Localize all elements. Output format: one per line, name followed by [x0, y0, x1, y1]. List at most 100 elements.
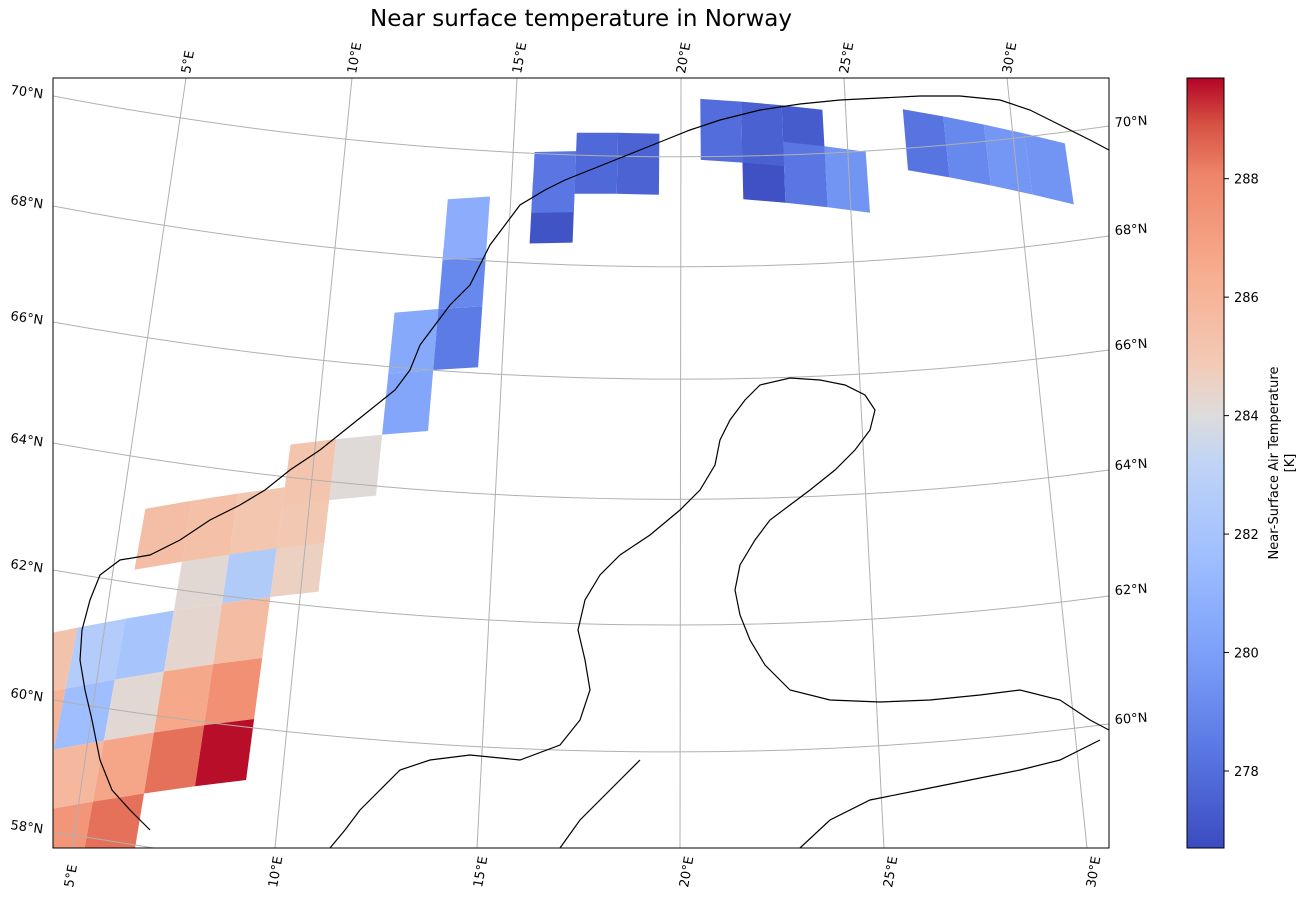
grid-cell: [1024, 133, 1074, 205]
grid-cell: [783, 141, 828, 208]
grid-cell: [114, 610, 174, 680]
lon-tick-label-top: 30°E: [1000, 41, 1020, 74]
colorbar-tick-label: 282: [1234, 528, 1259, 543]
lon-ticks-top: 5°E 10°E 15°E 20°E 25°E 30°E: [179, 41, 1020, 74]
lon-ticks-bottom: 5°E 10°E 15°E 20°E 25°E 30°E: [62, 855, 1104, 888]
graticule: [53, 78, 1109, 848]
grid-cell: [53, 627, 78, 692]
grid-cell: [92, 732, 154, 802]
grid-cell: [438, 245, 487, 309]
grid-cell: [616, 132, 660, 195]
parallel-62n: [53, 569, 1109, 626]
parallel-60n: [53, 699, 1109, 753]
grid-cell: [329, 434, 383, 501]
coastline-baltic-south: [559, 759, 641, 848]
meridian-10e: [274, 78, 353, 848]
lat-tick-label-right: 64°N: [1114, 457, 1148, 474]
grid-cell: [181, 493, 239, 562]
lon-tick-label-bottom: 5°E: [62, 863, 81, 888]
lat-tick-label-right: 68°N: [1114, 222, 1148, 239]
lon-tick-label-top: 25°E: [837, 41, 857, 74]
lat-tick-label-right: 60°N: [1114, 711, 1148, 728]
meridian-25e: [843, 78, 885, 848]
lon-tick-label-bottom: 20°E: [677, 855, 697, 888]
lat-tick-label-left: 64°N: [9, 431, 44, 450]
grid-cell: [229, 487, 285, 555]
lat-tick-label-right: 62°N: [1114, 582, 1148, 599]
map-frame: [52, 77, 1110, 849]
lon-tick-label-bottom: 30°E: [1084, 855, 1104, 888]
colorbar-tick-label: 288: [1234, 173, 1259, 188]
grid-cell: [53, 679, 115, 750]
lat-tick-label-left: 66°N: [9, 309, 44, 328]
grid-cell: [144, 725, 205, 794]
colorbar-tick-label: 280: [1234, 647, 1259, 662]
lon-tick-label-bottom: 10°E: [266, 855, 286, 888]
meridian-30e: [1006, 78, 1088, 848]
colorbar: 278 280 282 284 286 288 Near-Surface Air Temp…: [1186, 77, 1298, 849]
grid-cell: [65, 618, 126, 689]
colorbar-label-line2: [K]: [1283, 454, 1298, 473]
colorbar-tick-label: 278: [1234, 765, 1259, 780]
meridian-15e: [476, 78, 518, 848]
grid-cell: [943, 116, 991, 186]
lat-tick-label-left: 70°N: [9, 83, 44, 102]
grid-cell: [163, 603, 223, 672]
parallel-68n: [53, 205, 1109, 268]
coastline-norway: [79, 95, 1109, 831]
grid-cell: [983, 124, 1033, 195]
lat-tick-label-right: 70°N: [1114, 114, 1148, 131]
coastline-gulf-of-finland: [799, 739, 1101, 848]
parallel-58n: [53, 831, 157, 848]
colorbar-tick-label: 286: [1234, 291, 1259, 306]
grid-cell: [824, 146, 870, 213]
grid-cell: [53, 740, 104, 809]
grid-cell: [282, 439, 337, 506]
map-plot-area: [0, 78, 1109, 848]
lon-tick-label-top: 15°E: [510, 41, 530, 74]
grid-cell: [531, 151, 577, 213]
lon-tick-label-top: 5°E: [179, 49, 198, 74]
grid-cell: [84, 793, 144, 848]
grid-cell: [134, 500, 192, 570]
temperature-grid-cells: [0, 98, 1074, 848]
grid-cell: [902, 109, 950, 178]
meridian-5e: [71, 78, 187, 848]
grid-cell: [53, 688, 66, 750]
grid-cell: [103, 671, 164, 741]
lon-tick-label-bottom: 15°E: [471, 855, 491, 888]
parallel-64n: [53, 442, 1109, 500]
colorbar-ticks: 278 280 282 284 286 288: [1224, 173, 1259, 780]
lon-tick-label-top: 10°E: [345, 41, 365, 74]
lat-tick-label-right: 66°N: [1114, 337, 1148, 354]
grid-cell: [700, 98, 743, 163]
colorbar-gradient: [1186, 77, 1225, 849]
lat-tick-label-left: 58°N: [9, 818, 44, 837]
coastline: [79, 95, 1109, 848]
lat-ticks-right: 70°N 68°N 66°N 64°N 62°N 60°N: [1114, 114, 1148, 728]
grid-cell: [195, 719, 255, 787]
colorbar-tick-label: 284: [1234, 410, 1259, 425]
coastline-sweden-finland-baltic: [329, 377, 1109, 848]
grid-cell: [388, 309, 439, 374]
grid-cell: [433, 306, 483, 370]
grid-cell: [574, 132, 619, 194]
colorbar-label-line1: Near-Surface Air Temperature: [1267, 367, 1282, 560]
grid-cell: [0, 699, 17, 771]
grid-cell: [204, 658, 263, 726]
lon-tick-label-top: 20°E: [674, 41, 694, 74]
grid-cell: [153, 664, 214, 733]
lat-tick-label-left: 62°N: [9, 557, 44, 576]
grid-cell: [53, 749, 54, 754]
lat-tick-label-left: 60°N: [9, 686, 44, 705]
meridian-20e: [679, 78, 682, 848]
parallel-70n: [53, 95, 1109, 158]
lon-tick-label-bottom: 25°E: [881, 855, 901, 888]
grid-cell: [741, 101, 785, 167]
parallel-66n: [53, 321, 1109, 380]
grid-cell: [442, 196, 490, 261]
map-title: Near surface temperature in Norway: [370, 6, 792, 32]
lat-tick-label-left: 68°N: [9, 193, 44, 212]
lat-ticks-left: 70°N 68°N 66°N 64°N 62°N 60°N 58°N: [9, 83, 44, 837]
